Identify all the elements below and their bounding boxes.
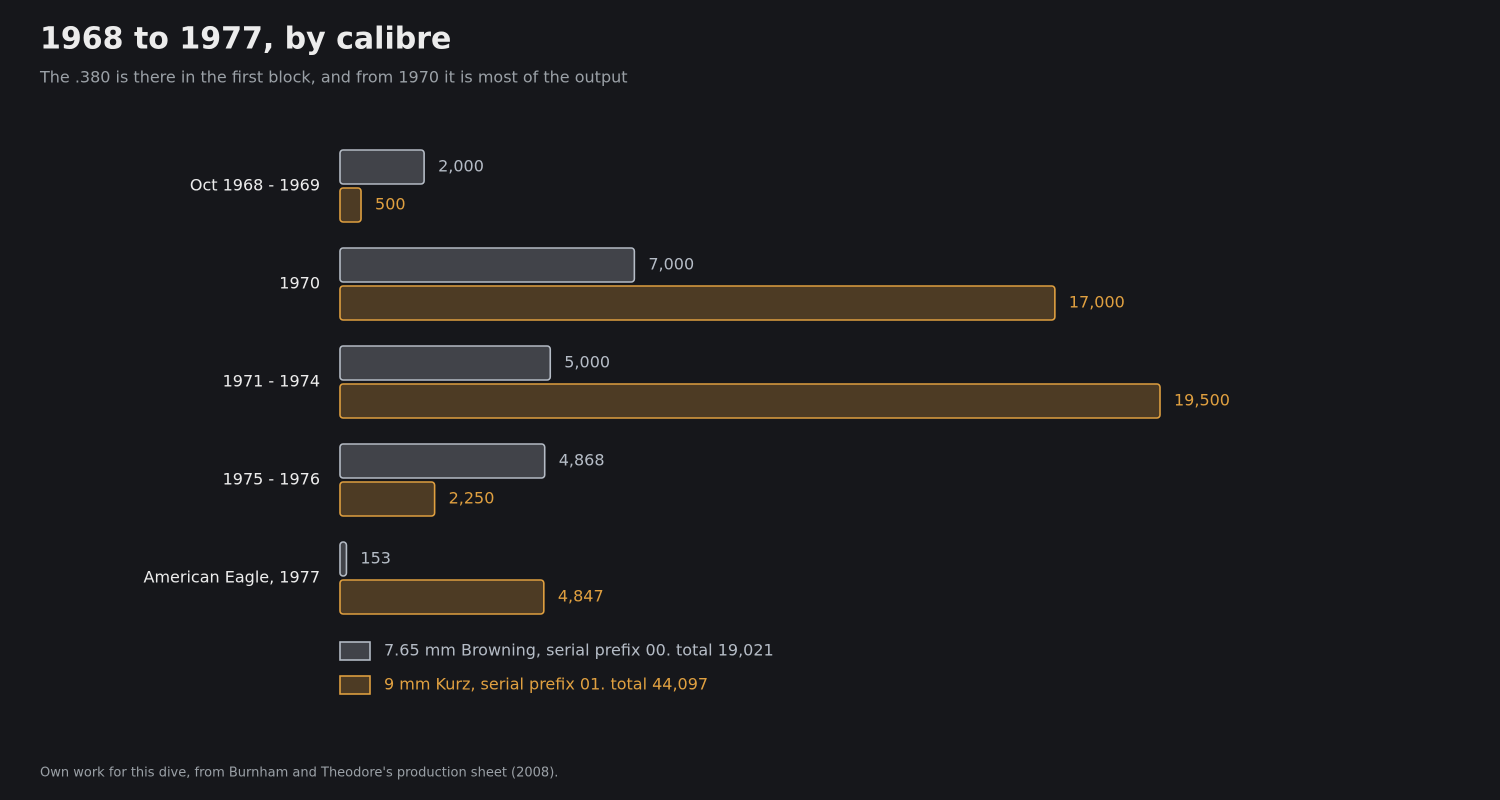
bar [339,383,1161,419]
value-label: 500 [375,195,406,214]
bar [339,187,362,223]
bar [339,247,636,283]
legend-label: 7.65 mm Browning, serial prefix 00. tota… [384,641,774,660]
footer: Own work for this dive, from Burnham and… [40,766,558,781]
bar [339,541,348,577]
bar [339,579,545,615]
bar [339,285,1056,321]
category-label: Oct 1968 - 1969 [190,176,320,195]
bar [339,345,552,381]
legend-label: 9 mm Kurz, serial prefix 01. total 44,09… [384,675,708,694]
value-label: 19,500 [1174,391,1230,410]
value-label: 17,000 [1069,293,1125,312]
category-label: 1975 - 1976 [223,470,320,489]
value-label: 2,250 [449,489,495,508]
bar [339,481,436,517]
value-label: 5,000 [564,353,610,372]
bar [339,443,546,479]
value-label: 4,847 [558,587,604,606]
category-label: 1970 [279,274,320,293]
legend-swatch [339,641,371,661]
bar [339,149,425,185]
category-label: 1971 - 1974 [223,372,320,391]
value-label: 2,000 [438,157,484,176]
chart-subtitle: The .380 is there in the first block, an… [39,68,628,87]
chart-title: 1968 to 1977, by calibre [40,22,451,57]
value-label: 153 [360,549,391,568]
legend-swatch [339,675,371,695]
category-label: American Eagle, 1977 [144,568,320,587]
value-label: 7,000 [648,255,694,274]
value-label: 4,868 [559,451,605,470]
